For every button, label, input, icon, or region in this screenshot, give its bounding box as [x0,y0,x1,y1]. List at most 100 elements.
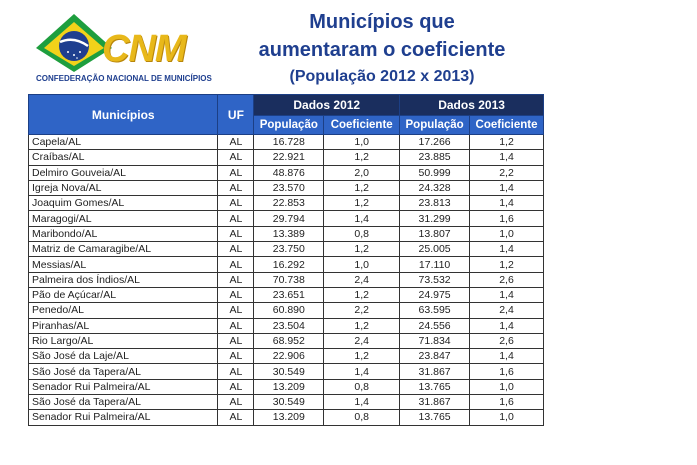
uf-cell: AL [217,256,255,273]
populacao-2013-cell: 50.999 [399,164,471,181]
populacao-2013-cell: 71.834 [399,332,471,350]
populacao-2012-cell: 13.209 [253,378,325,396]
table-row: Piranhas/AL AL 23.504 1,2 24.556 1,4 [27,317,544,334]
uf-cell: AL [217,149,255,166]
uf-cell: AL [217,286,255,304]
populacao-2013-cell: 25.005 [399,241,471,258]
table-row: São José da Laje/AL AL 22.906 1,2 23.847 1,4 [27,348,544,365]
header-coeficiente-2012: Coeficiente [323,115,401,135]
coeficiente-2012-cell: 2,4 [323,271,401,288]
populacao-2013-cell: 73.532 [399,271,471,288]
municipio-cell: Rio Largo/AL [27,332,219,350]
uf-cell: AL [217,363,255,380]
coeficiente-2012-cell: 2,4 [323,332,401,350]
populacao-2012-cell: 22.906 [253,348,325,365]
populacao-2013-cell: 13.765 [399,409,471,426]
populacao-2012-cell: 23.504 [253,317,325,334]
populacao-2012-cell: 30.549 [253,363,325,380]
populacao-2013-cell: 24.975 [399,286,471,304]
populacao-2013-cell: 17.110 [399,256,471,273]
table-row: Maragogi/AL AL 29.794 1,4 31.299 1,6 [27,210,544,227]
municipio-cell: Igreja Nova/AL [27,179,219,197]
table-row: Palmeira dos Índios/AL AL 70.738 2,4 73.532 2… [27,271,544,288]
coeficiente-2013-cell: 1,0 [469,409,544,426]
cnm-logo: CNM CONFEDERAÇÃO NACIONAL DE MUNICÍPIOS [34,8,212,88]
populacao-2012-cell: 22.853 [253,195,325,212]
coeficiente-2013-cell: 1,0 [469,225,544,243]
coeficiente-2012-cell: 0,8 [323,225,401,243]
municipio-cell: Penedo/AL [27,302,219,319]
coeficiente-2013-cell: 1,2 [469,133,544,151]
header-uf: UF [217,94,255,135]
populacao-2012-cell: 60.890 [253,302,325,319]
uf-cell: AL [217,348,255,365]
title-line-2: aumentaram o coeficiente [258,39,506,61]
municipio-cell: Joaquim Gomes/AL [27,195,219,212]
populacao-2013-cell: 31.867 [399,363,471,380]
table-row: Capela/AL AL 16.728 1,0 17.266 1,2 [27,133,544,151]
populacao-2012-cell: 23.750 [253,241,325,258]
table-row: Penedo/AL AL 60.890 2,2 63.595 2,4 [27,302,544,319]
populacao-2012-cell: 13.209 [253,409,325,426]
uf-cell: AL [217,225,255,243]
table-row: Delmiro Gouveia/AL AL 48.876 2,0 50.999 2,2 [27,164,544,181]
table-row: Joaquim Gomes/AL AL 22.853 1,2 23.813 1,4 [27,195,544,212]
header-dados-2012: Dados 2012 [253,94,401,116]
uf-cell: AL [217,317,255,334]
header-populacao-2012: População [253,115,325,135]
populacao-2013-cell: 23.847 [399,348,471,365]
municipio-cell: São José da Tapera/AL [27,363,219,380]
table-row: Senador Rui Palmeira/AL AL 13.209 0,8 13.765… [27,378,544,396]
populacao-2012-cell: 22.921 [253,149,325,166]
coeficiente-2012-cell: 0,8 [323,409,401,426]
uf-cell: AL [217,210,255,227]
coeficiente-2013-cell: 1,4 [469,241,544,258]
coeficiente-2012-cell: 1,0 [323,256,401,273]
table-row: Matriz de Camaragibe/AL AL 23.750 1,2 25.005… [27,241,544,258]
coeficiente-2013-cell: 1,6 [469,394,544,411]
municipio-cell: Piranhas/AL [27,317,219,334]
populacao-2012-cell: 29.794 [253,210,325,227]
coeficiente-2013-cell: 1,0 [469,378,544,396]
coeficiente-2013-cell: 1,4 [469,348,544,365]
municipio-cell: Maribondo/AL [27,225,219,243]
municipio-cell: Pão de Açúcar/AL [27,286,219,304]
uf-cell: AL [217,378,255,396]
coeficiente-2012-cell: 0,8 [323,378,401,396]
coeficiente-2013-cell: 1,6 [469,210,544,227]
header-dados-2013: Dados 2013 [399,94,544,116]
populacao-2013-cell: 24.556 [399,317,471,334]
uf-cell: AL [217,179,255,197]
coeficiente-2013-cell: 1,2 [469,256,544,273]
populacao-2012-cell: 30.549 [253,394,325,411]
populacao-2013-cell: 31.867 [399,394,471,411]
coeficiente-2012-cell: 1,2 [323,241,401,258]
populacao-2012-cell: 16.728 [253,133,325,151]
uf-cell: AL [217,241,255,258]
header-populacao-2013: População [399,115,471,135]
table-row: São José da Tapera/AL AL 30.549 1,4 31.867 1,… [27,394,544,411]
populacao-2013-cell: 17.266 [399,133,471,151]
municipio-cell: São José da Tapera/AL [27,394,219,411]
coeficiente-2013-cell: 1,4 [469,317,544,334]
title-line-1: Municípios que [309,11,455,33]
coeficiente-2013-cell: 2,6 [469,332,544,350]
table-row: Senador Rui Palmeira/AL AL 13.209 0,8 13.765… [27,409,544,426]
municipio-cell: Capela/AL [27,133,219,151]
uf-cell: AL [217,302,255,319]
coeficiente-2012-cell: 1,2 [323,179,401,197]
populacao-2012-cell: 16.292 [253,256,325,273]
coeficiente-2013-cell: 1,4 [469,286,544,304]
table-body: Capela/AL AL 16.728 1,0 17.266 1,2 Craíbas/AL A… [27,133,544,426]
populacao-2012-cell: 48.876 [253,164,325,181]
table-row: Messias/AL AL 16.292 1,0 17.110 1,2 [27,256,544,273]
coeficiente-2013-cell: 2,4 [469,302,544,319]
populacao-2012-cell: 68.952 [253,332,325,350]
municipio-cell: Senador Rui Palmeira/AL [27,409,219,426]
coeficiente-2012-cell: 2,2 [323,302,401,319]
header-municipios: Municípios [27,94,219,135]
title-line-3: (População 2012 x 2013) [289,68,475,85]
populacao-2012-cell: 13.389 [253,225,325,243]
uf-cell: AL [217,133,255,151]
coeficiente-2012-cell: 1,4 [323,394,401,411]
